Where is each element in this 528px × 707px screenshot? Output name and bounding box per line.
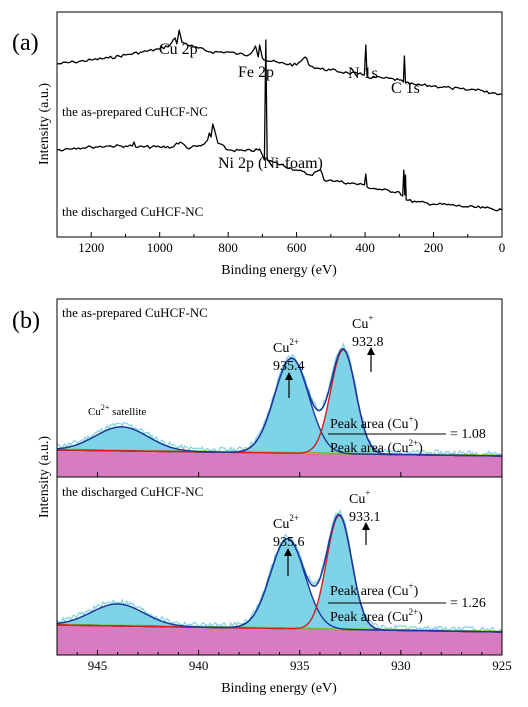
series-label-as-prepared: the as-prepared CuHCF-NC	[62, 104, 208, 119]
n1s-annotation: N 1s	[348, 65, 378, 82]
panel-a-xlabel: Binding energy (eV)	[221, 263, 337, 278]
panel-a-x-tick-label: 200	[424, 240, 444, 255]
panel-b-x-tick-label: 935	[290, 658, 310, 673]
panel-b-ylabel: Intensity (a.u.)	[37, 436, 52, 518]
baseline-fill	[57, 625, 502, 655]
panel-a-x-tick-label: 600	[287, 240, 307, 255]
cu2p-annotation: Cu 2p	[159, 41, 198, 58]
panel-b-xlabel: Binding energy (eV)	[221, 681, 337, 696]
raw-data-line	[56, 508, 503, 633]
envelope-line	[56, 513, 502, 633]
panel-a-x-tick-label: 1200	[78, 240, 104, 255]
peak-cu1-top-label: Cu+	[352, 313, 373, 332]
panel-b-x-tick-label: 945	[88, 658, 108, 673]
ratio-top-numerator: Peak area (Cu+)	[330, 414, 419, 432]
peak-arrows	[284, 347, 375, 576]
peak-cu1-bottom-label: Cu+	[349, 488, 370, 507]
panel-a-ylabel: Intensity (a.u.)	[37, 83, 52, 165]
ni2p-annotation: Ni 2p (Ni-foam)	[218, 155, 323, 172]
satellite-label: Cu2+ satellite	[88, 403, 146, 418]
background-fit-line	[57, 623, 502, 632]
ratio-top-denominator: Peak area (Cu2+)	[330, 438, 423, 456]
peak-fill-0	[57, 604, 502, 632]
peak-cu1-bottom-value: 933.1	[349, 510, 381, 525]
panel-b: (b) 945 940 935 930 925 Binding energy (eV) …	[12, 298, 512, 696]
series-label-discharged: the discharged CuHCF-NC	[62, 204, 203, 219]
subplot-bottom-title: the discharged CuHCF-NC	[62, 484, 203, 499]
panel-a-x-tick-label: 0	[499, 240, 506, 255]
envelope-line	[56, 347, 502, 457]
panel-a: (a) 1200 1000 800 600 400 200 0 Binding energy…	[12, 11, 506, 278]
peak-cu2-top-value: 935.4	[273, 359, 305, 374]
peak-cu2-bottom-value: 935.6	[273, 535, 305, 550]
baseline-fill	[57, 450, 502, 477]
panel-b-plots	[56, 341, 503, 655]
panel-a-x-tick-label: 400	[355, 240, 375, 255]
panel-b-x-tick-label: 930	[391, 658, 411, 673]
background-fit-line	[57, 448, 502, 456]
panel-b-x-axis: 945 940 935 930 925	[76, 472, 512, 673]
peak-cu1-top-value: 932.8	[352, 335, 384, 350]
ratio-bottom-denominator: Peak area (Cu2+)	[330, 607, 423, 625]
survey-line-0	[56, 29, 503, 96]
peak-fill-1	[57, 358, 502, 456]
peak-fill-0	[57, 426, 502, 456]
survey-line-1	[56, 39, 503, 212]
panel-b-x-tick-label: 940	[189, 658, 209, 673]
panel-b-x-tick-label: 925	[492, 658, 512, 673]
panel-a-x-tick-label: 800	[218, 240, 238, 255]
raw-data-line	[56, 341, 503, 457]
subplot-top-title: the as-prepared CuHCF-NC	[62, 305, 208, 320]
panel-a-frame	[56, 11, 503, 238]
ratio-bottom-result: = 1.26	[450, 596, 486, 611]
ratio-top-result: = 1.08	[450, 427, 486, 442]
peak-fill-1	[57, 538, 502, 632]
panel-a-x-tick-label: 1000	[147, 240, 173, 255]
panel-a-label: (a)	[12, 30, 39, 56]
fe2p-annotation: Fe 2p	[238, 64, 274, 81]
peak-cu2-bottom-label: Cu2+	[273, 513, 299, 532]
panel-a-series	[56, 29, 503, 212]
c1s-annotation: C 1s	[391, 80, 420, 97]
panel-a-x-axis: 1200 1000 800 600 400 200 0	[56, 232, 506, 255]
ratio-bottom-numerator: Peak area (Cu+)	[330, 581, 419, 599]
peak-cu2-top-label: Cu2+	[273, 337, 299, 356]
panel-b-label: (b)	[12, 308, 40, 334]
